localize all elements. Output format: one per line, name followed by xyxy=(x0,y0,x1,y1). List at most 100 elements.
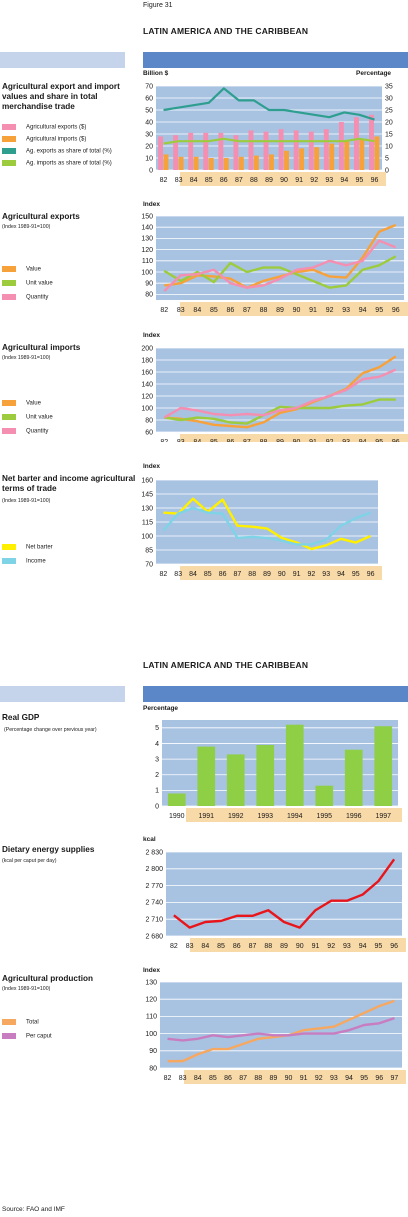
y-tick-label: 120 xyxy=(141,393,153,400)
gdp-subtitle: (Percentage change over previous year) xyxy=(4,727,97,733)
region-title-2: LATIN AMERICA AND THE CARIBBEAN xyxy=(143,660,309,670)
legend-item: Agricultural imports ($) xyxy=(2,136,112,148)
x-tick-label: 82 xyxy=(160,177,168,184)
bar-0 xyxy=(158,136,164,170)
legend-swatch xyxy=(2,414,16,420)
y-tick-label: 100 xyxy=(141,533,153,540)
y-tick-label: 110 xyxy=(146,1014,157,1021)
y-tick-label: 2 680 xyxy=(145,933,163,940)
y-tick-label: 2 xyxy=(155,772,159,779)
y2-tick-label: 30 xyxy=(385,95,393,102)
x-tick-label: 95 xyxy=(375,307,383,314)
bar xyxy=(197,746,216,806)
imports-subtitle: (Index 1989-91=100) xyxy=(2,355,51,361)
legend-label: Unit value xyxy=(26,414,53,421)
x-tick-label: 96 xyxy=(392,307,400,314)
x-axis-strip xyxy=(184,1070,406,1084)
legend-item: Agricultural exports ($) xyxy=(2,124,112,136)
band-left-2 xyxy=(0,686,125,702)
y2-tick-label: 10 xyxy=(385,143,393,150)
x-tick-label: 1996 xyxy=(346,813,362,820)
tot-subtitle: (Index 1989-91=100) xyxy=(2,498,51,504)
x-tick-label: 87 xyxy=(234,571,242,578)
y-tick-label: 2 800 xyxy=(145,866,163,873)
x-tick-label: 92 xyxy=(315,1075,323,1082)
x-tick-label: 91 xyxy=(309,439,317,442)
x-tick-label: 89 xyxy=(276,307,284,314)
bar-1 xyxy=(178,156,184,170)
band-left xyxy=(0,52,125,68)
y2-tick-label: 20 xyxy=(385,119,393,126)
legend-item: Total xyxy=(2,1019,52,1033)
bar-1 xyxy=(208,158,214,170)
bar-1 xyxy=(193,156,199,170)
x-tick-label: 84 xyxy=(193,439,201,442)
x-tick-label: 83 xyxy=(177,439,185,442)
x-tick-label: 94 xyxy=(359,943,367,950)
x-tick-label: 93 xyxy=(330,1075,338,1082)
x-tick-label: 92 xyxy=(326,307,334,314)
legend-item: Quantity xyxy=(2,428,53,442)
x-tick-label: 82 xyxy=(164,1075,172,1082)
x-tick-label: 84 xyxy=(189,571,197,578)
y-tick-label: 70 xyxy=(145,561,153,568)
y-tick-label: 30 xyxy=(145,131,153,138)
gdp-unit: Percentage xyxy=(143,705,179,712)
x-tick-label: 87 xyxy=(239,1075,247,1082)
y-tick-label: 115 xyxy=(142,519,153,526)
trade-legend: Agricultural exports ($) Agricultural im… xyxy=(2,124,112,172)
gdp-chart: 0 1 2 3 4 5 1990 1991 1992 1993 1994 1995 1996 1997 xyxy=(155,720,402,822)
y-tick-label: 100 xyxy=(145,1031,157,1038)
exports-chart: 80 90 100 110 120 130 140 150 82 83 84 85 86 87 88 89 90… xyxy=(141,213,408,316)
des-subtitle: (kcal per caput per day) xyxy=(2,858,57,864)
y-tick-label: 0 xyxy=(155,803,159,810)
legend-swatch xyxy=(2,280,16,286)
bar-0 xyxy=(263,131,269,170)
legend-item: Ag. imports as share of total (%) xyxy=(2,160,112,172)
x-tick-label: 82 xyxy=(160,439,168,442)
x-tick-label: 89 xyxy=(270,1075,278,1082)
y-tick-label: 160 xyxy=(141,369,153,376)
region-title: LATIN AMERICA AND THE CARIBBEAN xyxy=(143,26,309,36)
bar-0 xyxy=(233,135,239,170)
series-line-1 xyxy=(163,137,375,145)
legend-label: Quantity xyxy=(26,294,49,301)
y-tick-label: 20 xyxy=(145,143,153,150)
prod-subtitle: (Index 1989-91=100) xyxy=(2,986,51,992)
des-title: Dietary energy supplies xyxy=(2,845,95,854)
x-tick-label: 86 xyxy=(219,571,227,578)
y-tick-label: 1 xyxy=(155,788,159,795)
bar-1 xyxy=(163,154,169,170)
bar-1 xyxy=(238,156,244,170)
y2-tick-label: 0 xyxy=(385,167,389,174)
x-tick-label: 85 xyxy=(210,439,218,442)
y-tick-label: 80 xyxy=(149,1065,157,1072)
prod-chart: 80 90 100 110 120 130 82 83 84 85 86 87 88 89 90 91 92 93… xyxy=(145,979,406,1084)
legend-label: Ag. imports as share of total (%) xyxy=(26,160,112,167)
bar-1 xyxy=(314,147,320,170)
legend-item: Net barter xyxy=(2,544,53,558)
bar xyxy=(315,785,334,806)
x-tick-label: 92 xyxy=(326,439,334,442)
source-note: Source: FAO and IMF xyxy=(2,1206,65,1213)
exports-subtitle: (Index 1989-91=100) xyxy=(2,224,51,230)
bar-0 xyxy=(323,129,329,170)
tot-chart: 70 85 100 115 130 145 160 82 83 84 85 86 87 88 89 90 91 9… xyxy=(141,477,382,580)
legend-label: Agricultural imports ($) xyxy=(26,136,87,143)
x-tick-label: 95 xyxy=(356,177,364,184)
imports-title: Agricultural imports xyxy=(2,343,81,352)
x-tick-label: 84 xyxy=(201,943,209,950)
bar-0 xyxy=(218,132,224,170)
bar-1 xyxy=(359,138,365,170)
legend-label: Unit value xyxy=(26,280,53,287)
x-tick-label: 96 xyxy=(392,439,400,442)
x-tick-label: 85 xyxy=(209,1075,217,1082)
bar-0 xyxy=(248,130,254,170)
x-tick-label: 1992 xyxy=(228,813,244,820)
legend-item: Unit value xyxy=(2,280,53,294)
bar xyxy=(256,745,275,806)
y2-tick-label: 5 xyxy=(385,155,389,162)
prod-legend: Total Per caput xyxy=(2,1019,52,1047)
bar-0 xyxy=(293,130,299,170)
tot-title: Net barter and income agricultural terms… xyxy=(2,474,136,493)
